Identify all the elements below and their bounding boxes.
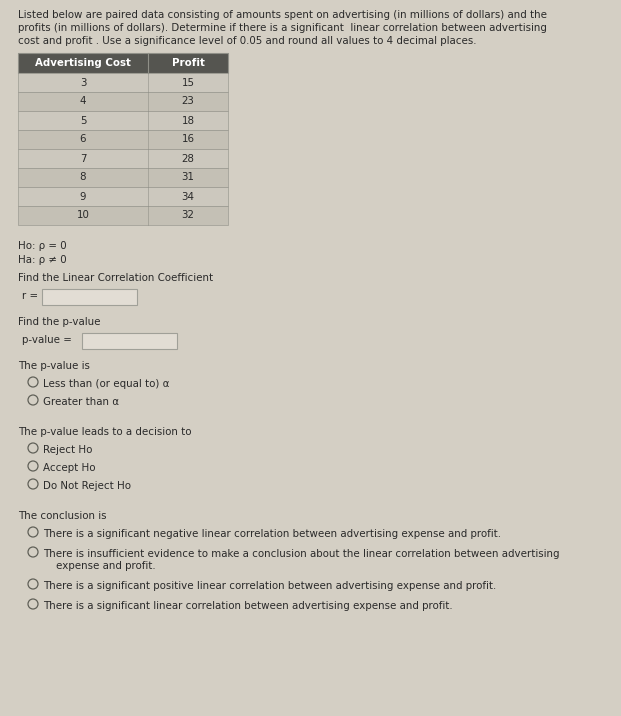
Text: Find the Linear Correlation Coefficient: Find the Linear Correlation Coefficient [18,273,213,283]
FancyBboxPatch shape [42,289,137,305]
FancyBboxPatch shape [18,206,228,225]
FancyBboxPatch shape [18,130,228,149]
Text: Advertising Cost: Advertising Cost [35,58,131,68]
Text: 31: 31 [181,173,194,183]
Text: r =: r = [22,291,38,301]
Text: Ho: ρ = 0: Ho: ρ = 0 [18,241,66,251]
FancyBboxPatch shape [18,111,228,130]
Text: p-value =: p-value = [22,335,72,345]
Text: There is a significant linear correlation between advertising expense and profit: There is a significant linear correlatio… [43,601,453,611]
Text: Accept Ho: Accept Ho [43,463,96,473]
FancyBboxPatch shape [18,73,228,92]
Text: The p-value leads to a decision to: The p-value leads to a decision to [18,427,191,437]
Text: 23: 23 [181,97,194,107]
Text: Profit: Profit [171,58,204,68]
Text: 8: 8 [79,173,86,183]
Text: There is a significant negative linear correlation between advertising expense a: There is a significant negative linear c… [43,529,501,539]
Text: 15: 15 [181,77,194,87]
Text: 18: 18 [181,115,194,125]
Text: The conclusion is: The conclusion is [18,511,106,521]
FancyBboxPatch shape [82,333,177,349]
Text: 10: 10 [76,211,89,221]
FancyBboxPatch shape [18,187,228,206]
Text: Do Not Reject Ho: Do Not Reject Ho [43,481,131,491]
FancyBboxPatch shape [18,92,228,111]
Text: Find the p-value: Find the p-value [18,317,101,327]
Text: 3: 3 [79,77,86,87]
Text: Listed below are paired data consisting of amounts spent on advertising (in mill: Listed below are paired data consisting … [18,10,547,20]
Text: 7: 7 [79,153,86,163]
Text: Reject Ho: Reject Ho [43,445,93,455]
FancyBboxPatch shape [18,53,228,73]
Text: 34: 34 [181,191,194,201]
Text: cost and profit . Use a significance level of 0.05 and round all values to 4 dec: cost and profit . Use a significance lev… [18,36,476,46]
FancyBboxPatch shape [18,168,228,187]
Text: 6: 6 [79,135,86,145]
Text: Greater than α: Greater than α [43,397,119,407]
Text: 5: 5 [79,115,86,125]
Text: profits (in millions of dollars). Determine if there is a significant  linear co: profits (in millions of dollars). Determ… [18,23,547,33]
Text: 28: 28 [181,153,194,163]
Text: 32: 32 [181,211,194,221]
Text: The p-value is: The p-value is [18,361,90,371]
Text: Ha: ρ ≠ 0: Ha: ρ ≠ 0 [18,255,66,265]
FancyBboxPatch shape [18,149,228,168]
Text: 9: 9 [79,191,86,201]
Text: There is a significant positive linear correlation between advertising expense a: There is a significant positive linear c… [43,581,496,591]
Text: There is insufficient evidence to make a conclusion about the linear correlation: There is insufficient evidence to make a… [43,549,560,571]
Text: 16: 16 [181,135,194,145]
Text: Less than (or equal to) α: Less than (or equal to) α [43,379,170,389]
Text: 4: 4 [79,97,86,107]
